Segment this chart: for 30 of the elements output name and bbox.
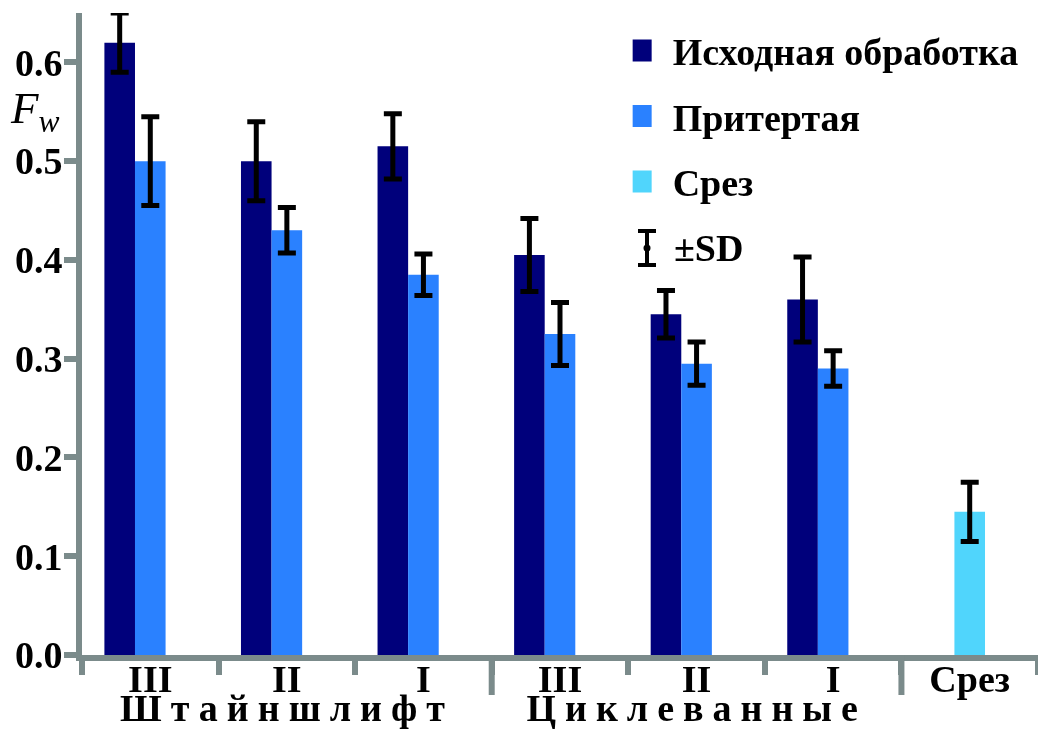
bar — [271, 230, 303, 655]
bar — [650, 314, 682, 655]
bar — [514, 254, 545, 655]
y-tick-label: 0.1 — [14, 535, 63, 578]
bar — [954, 511, 986, 655]
bar — [240, 161, 272, 655]
y-axis-title: F$_{w}$ — [10, 83, 60, 140]
y-tick-label: 0.2 — [14, 436, 63, 479]
y-tick-label: 0.4 — [14, 239, 63, 282]
x-tick-label: II — [272, 657, 302, 700]
y-tick-label: 0.0 — [14, 634, 63, 677]
legend-label: Срез — [672, 162, 754, 205]
y-tick-label: 0.6 — [14, 41, 63, 84]
bar — [544, 334, 576, 655]
bar — [817, 368, 849, 655]
bar — [681, 363, 712, 655]
bar — [104, 42, 135, 655]
x-tick-label: I — [416, 657, 431, 700]
y-tick-label: 0.5 — [14, 140, 63, 183]
x-tick-label: Срез — [929, 657, 1011, 700]
x-tick-label: II — [681, 657, 712, 700]
annotation: ±SD — [674, 227, 744, 269]
legend-label: Притертая — [672, 96, 861, 139]
x-tick-label: I — [825, 657, 841, 700]
legend-label: Исходная обработка — [672, 31, 1019, 74]
y-tick-label: 0.3 — [14, 337, 63, 380]
bar — [787, 299, 818, 655]
bar — [134, 161, 166, 655]
bar — [377, 146, 409, 655]
bar — [408, 274, 439, 655]
